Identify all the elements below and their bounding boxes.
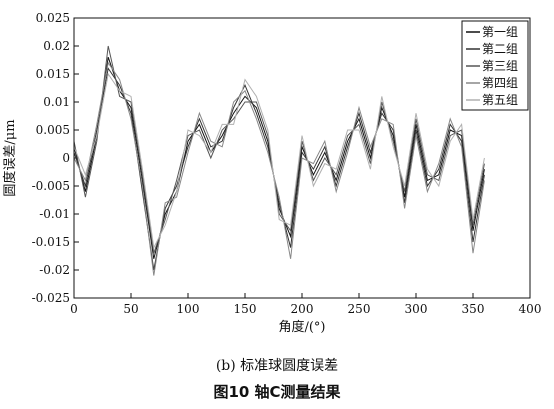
series-line-2 (73, 67, 485, 271)
series-line-1 (73, 57, 485, 259)
legend-label: 第四组 (482, 76, 518, 90)
y-tick-label: -0.005 (32, 179, 70, 193)
x-tick-label: 200 (291, 302, 314, 316)
y-axis-label: 圆度误差/μm (2, 119, 18, 196)
x-tick-label: 350 (462, 302, 485, 316)
series-line-3 (73, 45, 485, 254)
line-chart: 0 50 100 150 200 250 300 350 400 -0.025 -0.02 -0.01… (2, 11, 542, 335)
y-tick-label: 0.015 (36, 67, 70, 81)
x-axis-label: 角度/(°) (278, 319, 325, 335)
x-tick-label: 250 (348, 302, 371, 316)
plot-frame (73, 17, 531, 299)
subfigure-caption: (b) 标准球圆度误差 (215, 358, 339, 374)
series-line-5 (73, 72, 485, 250)
y-tick-label: -0.01 (39, 207, 70, 221)
y-tick-label: 0.005 (36, 123, 70, 137)
legend-label: 第五组 (482, 93, 518, 107)
y-tick-label: 0 (62, 151, 70, 165)
y-tick-label: 0.02 (43, 39, 70, 53)
x-tick-label: 50 (123, 302, 138, 316)
y-tick-label: -0.02 (39, 263, 70, 277)
x-tick-label: 150 (234, 302, 257, 316)
legend-label: 第二组 (482, 42, 518, 56)
series-line-4 (73, 61, 485, 276)
x-tick-label: 400 (519, 302, 542, 316)
legend-label: 第三组 (482, 59, 518, 73)
x-tick-label: 100 (177, 302, 200, 316)
y-tick-label: -0.025 (32, 291, 70, 305)
y-tick-label: -0.015 (32, 235, 70, 249)
y-tick-label: 0.025 (36, 11, 70, 25)
x-tick-label: 300 (405, 302, 428, 316)
figure-caption: 图10 轴C测量结果 (213, 383, 341, 401)
legend-label: 第一组 (482, 25, 518, 39)
x-tick-label: 0 (70, 302, 78, 316)
y-tick-label: 0.01 (43, 95, 70, 109)
